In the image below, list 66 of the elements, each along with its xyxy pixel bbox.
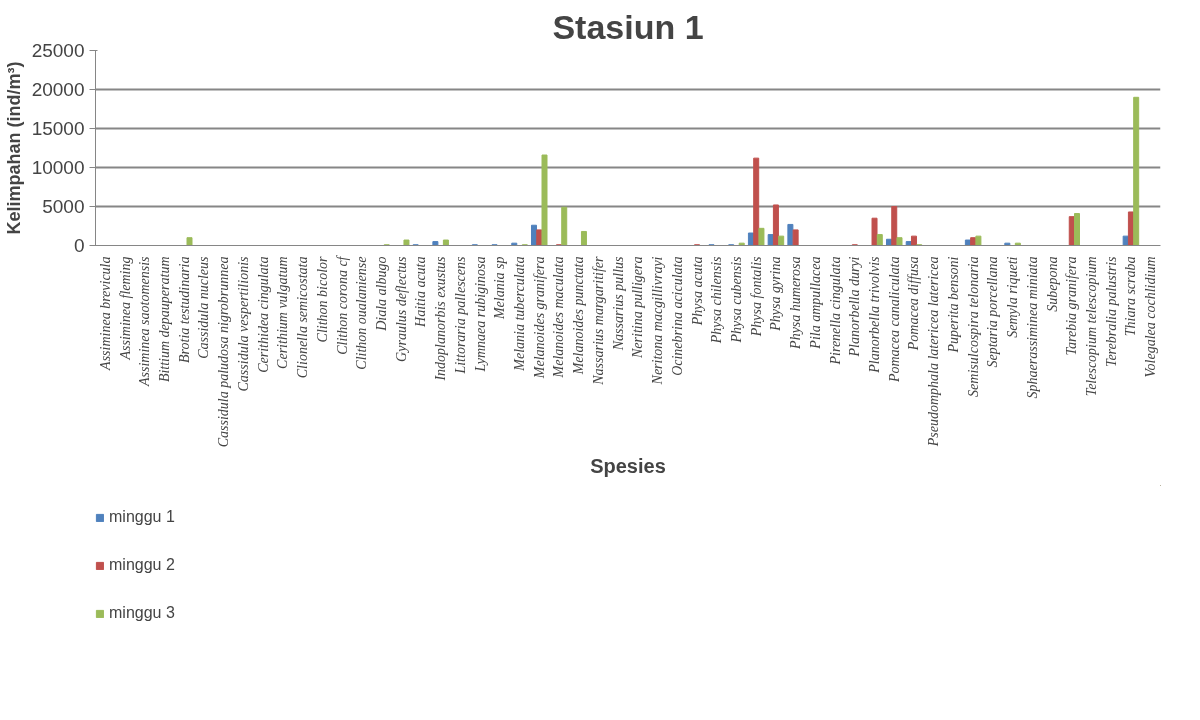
x-tick-label: Melania sp: [492, 256, 508, 321]
x-tick-label: Physa fontalis: [748, 255, 764, 338]
chart-title: Stasiun 1: [552, 7, 704, 46]
x-tick-label: Cerithidea cingulata: [255, 256, 271, 373]
legend-label: minggu 2: [109, 556, 175, 574]
x-tick-label: Bittium depauperatum: [157, 256, 173, 383]
x-tick-label: Planorbella trivolvis: [867, 255, 883, 374]
x-tick-label: Pila ampullacea: [807, 256, 823, 350]
x-tick-label: Clithon oualaniense: [354, 256, 370, 370]
x-tick-label: Physa gyrina: [768, 256, 784, 332]
x-tick-label: Nassarius margaritifer: [590, 255, 606, 386]
x-tick-label: Semisulcospira telonaria: [965, 256, 981, 397]
x-tick-label: Neritona macgillivrayi: [650, 256, 666, 386]
x-tick-label: Pirenella cingulata: [827, 256, 843, 366]
y-tick-label: 20000: [31, 79, 85, 100]
x-tick-label: Puperita bensoni: [945, 256, 961, 354]
x-axis-title: Spesies: [590, 455, 666, 478]
x-tick-label: Neritina pulligera: [630, 256, 646, 359]
x-tick-label: Cerithium vulgatum: [275, 256, 291, 369]
x-tick-label: Brotia testudinaria: [176, 256, 192, 363]
x-tick-label: Telescopium telescopium: [1083, 256, 1099, 397]
x-tick-label: Semyla riqueti: [1005, 256, 1021, 338]
x-tick-label: Clionella semicostata: [295, 256, 311, 379]
x-tick-label: Lymnaea rubiginosa: [472, 256, 488, 373]
x-tick-label: Melanoides granifera: [531, 256, 547, 380]
x-tick-label: Terebralia palustris: [1103, 255, 1119, 368]
x-tick-label: Subepona: [1044, 256, 1060, 312]
x-tick-label: Gyraulus deflectus: [393, 255, 409, 362]
x-tick-label: Pseudomphala latericea latericea: [926, 256, 942, 448]
y-tick-label: 15000: [31, 118, 85, 139]
x-tick-label: Thiara scraba: [1123, 256, 1139, 337]
x-tick-label: Tarebia granifera: [1064, 256, 1080, 356]
x-tick-label: Planorbella duryi: [847, 256, 863, 358]
x-tick-label: Physa humerosa: [788, 256, 804, 350]
x-tick-label: Assiminea fleming: [117, 256, 133, 361]
x-tick-label: Nassarius pullus: [610, 255, 626, 352]
x-tick-label: Sphaerassiminea miniata: [1024, 256, 1040, 399]
x-tick-label: Ocinebrina aciculata: [669, 256, 685, 376]
x-tick-label: Haitia acuta: [413, 256, 429, 328]
x-tick-label: Clithon bicolor: [314, 255, 330, 343]
x-tick-label: Physa acuta: [689, 256, 705, 327]
y-tick-label: 0: [73, 235, 85, 256]
x-tick-label: Indoplanorbis exustus: [433, 255, 449, 382]
x-tick-label: Assiminea brevicula: [97, 256, 113, 371]
x-tick-label: Assiminea saotomensis: [137, 255, 153, 387]
x-tick-label: Pomacea diffusa: [906, 256, 922, 352]
x-tick-label: Melanoides punctata: [571, 256, 587, 376]
x-tick-label: Physa cubensis: [728, 255, 744, 344]
x-tick-label: Volegalea cochlidium: [1143, 256, 1159, 378]
legend-label: minggu 1: [109, 508, 175, 526]
x-tick-label: Cassidula nucleus: [196, 255, 212, 359]
x-tick-label: Melanoides maculata: [551, 256, 567, 379]
y-tick-label: 10000: [31, 157, 85, 178]
x-tick-label: Physa chilensis: [709, 255, 725, 345]
y-tick-label: 25000: [31, 40, 85, 61]
x-tick-label: Littoraria pallescens: [452, 255, 468, 375]
y-axis-title: Kelimpahan (ind/m³): [3, 61, 24, 235]
y-tick-label: 5000: [42, 196, 85, 217]
x-tick-label: Cassidula vespertilionis: [235, 255, 251, 392]
x-tick-label: Septaria porcellana: [985, 256, 1001, 368]
x-tick-label: Diala albugo: [373, 256, 389, 332]
x-tick-label: Pomacea canaliculata: [886, 256, 902, 384]
x-tick-label: Clithon corona cf: [334, 254, 350, 355]
legend-label: minggu 3: [109, 604, 175, 622]
x-tick-label: Melania tuberculata: [512, 256, 528, 372]
x-tick-label: Cassidula paludosa nigrobrunnea: [216, 256, 232, 448]
